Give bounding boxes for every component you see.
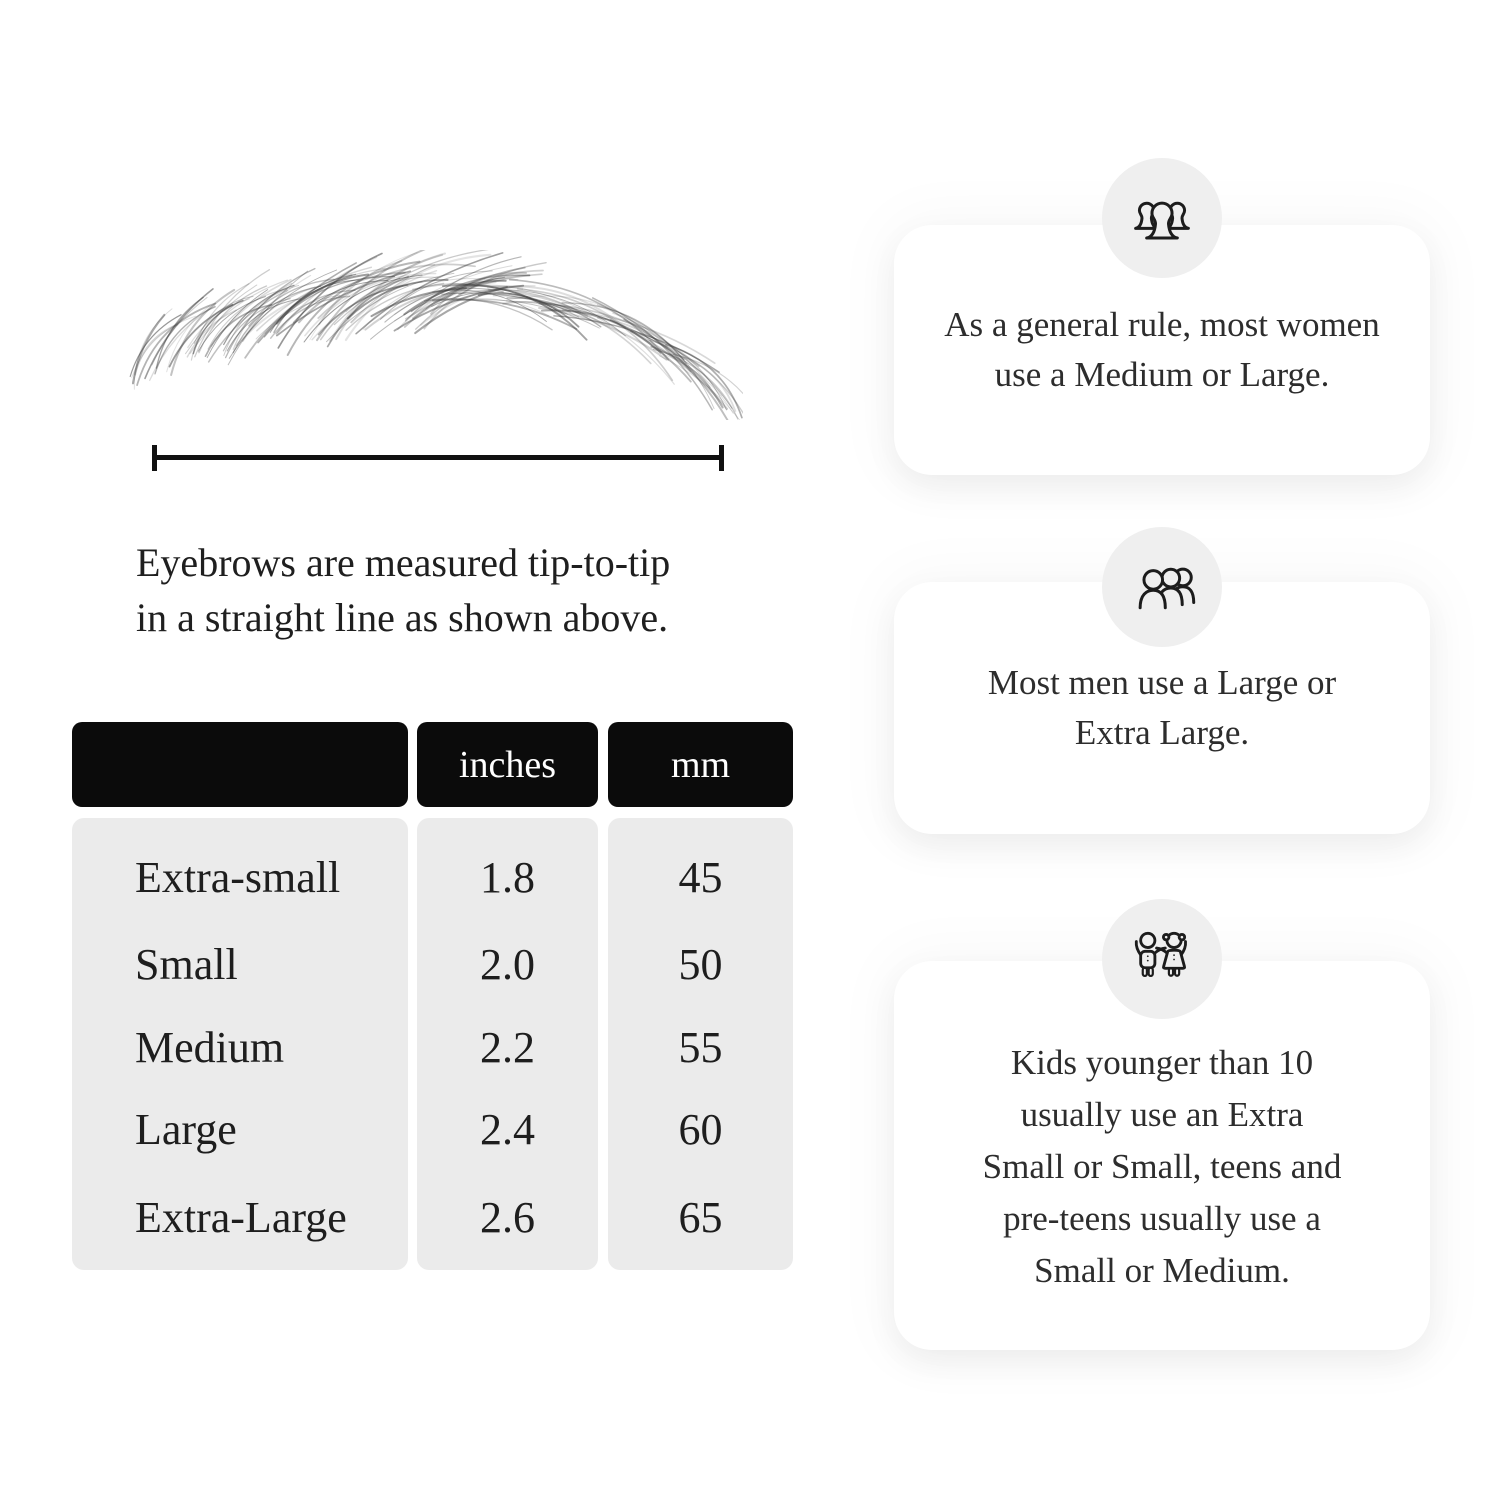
size-label: Extra-Large — [135, 1193, 347, 1242]
table-header-mm: mm — [608, 722, 793, 807]
table-header-inches: inches — [417, 722, 598, 807]
inches-value: 2.2 — [480, 1023, 535, 1072]
measurement-caption: Eyebrows are measured tip-to-tip in a st… — [136, 540, 671, 640]
mm-value: 50 — [678, 940, 723, 989]
men-group-icon — [1138, 567, 1196, 610]
kids-icon — [1134, 931, 1188, 978]
size-table: Extra-small 1.8 45 Small 2.0 50 Medium 2… — [72, 818, 793, 1270]
kids-icon-circle — [1102, 899, 1222, 1019]
measurement-line — [152, 445, 724, 471]
inches-value: 2.6 — [480, 1193, 535, 1242]
table-row: Small 2.0 50 — [72, 942, 793, 988]
mm-value: 45 — [678, 853, 723, 902]
info-card-men-text: Most men use a Large or Extra Large. — [987, 663, 1337, 752]
mm-value: 60 — [678, 1105, 723, 1154]
inches-value: 2.4 — [480, 1105, 535, 1154]
table-body-column-mm — [608, 818, 793, 1270]
table-row: Extra-small 1.8 45 — [72, 855, 793, 901]
table-body-column-size — [72, 818, 408, 1270]
mm-value: 65 — [678, 1193, 723, 1242]
mm-value: 55 — [678, 1023, 723, 1072]
women-icon-circle — [1102, 158, 1222, 278]
inches-value: 2.0 — [480, 940, 535, 989]
size-label: Medium — [135, 1023, 285, 1072]
men-icon-circle — [1102, 527, 1222, 647]
size-label: Extra-small — [135, 853, 341, 902]
table-row: Medium 2.2 55 — [72, 1025, 793, 1071]
inches-value: 1.8 — [480, 853, 535, 902]
eyebrow-illustration — [129, 250, 743, 420]
table-body-column-inches — [417, 818, 598, 1270]
measurement-line-bar — [152, 455, 724, 460]
info-card-kids: Kids younger than 10 usually use an Extr… — [894, 961, 1430, 1350]
table-row: Extra-Large 2.6 65 — [72, 1195, 793, 1241]
info-card-kids-text: Kids younger than 10 usually use an Extr… — [982, 1042, 1342, 1290]
size-label: Small — [135, 940, 238, 989]
measurement-line-right-tick — [719, 445, 724, 471]
info-card-women: As a general rule, most women use a Medi… — [894, 225, 1430, 475]
size-label: Large — [135, 1105, 237, 1154]
info-card-women-text: As a general rule, most women use a Medi… — [944, 305, 1380, 394]
women-group-icon — [1134, 201, 1190, 240]
table-row: Large 2.4 60 — [72, 1107, 793, 1153]
table-header-size — [72, 722, 408, 807]
